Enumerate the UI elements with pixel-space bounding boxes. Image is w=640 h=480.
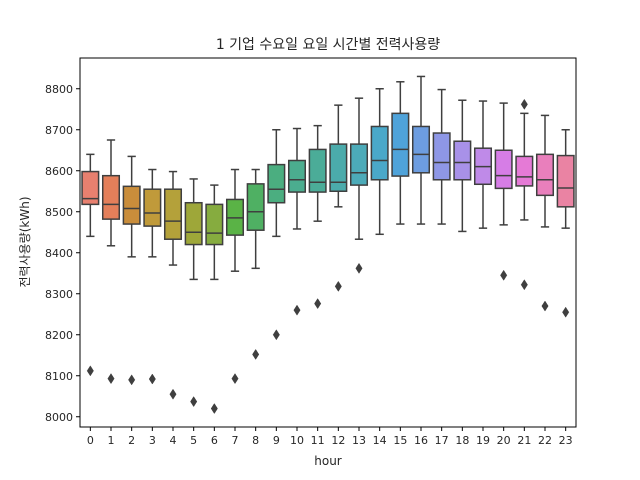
box-iqr [515, 155, 534, 187]
outlier-point [107, 373, 115, 385]
x-tick-label: 14 [373, 434, 387, 447]
x-tick-label: 1 [108, 434, 115, 447]
x-tick-label: 6 [211, 434, 218, 447]
x-tick-label: 23 [559, 434, 573, 447]
outlier-point [231, 373, 239, 385]
outlier-point [128, 374, 136, 386]
box-iqr [81, 170, 100, 206]
box-iqr [205, 203, 224, 246]
x-tick-label: 8 [252, 434, 259, 447]
x-tick-label: 13 [352, 434, 366, 447]
box-iqr [370, 125, 389, 181]
y-tick-label: 8600 [45, 165, 73, 178]
x-tick-label: 15 [393, 434, 407, 447]
y-tick-label: 8700 [45, 124, 73, 137]
box-iqr [556, 154, 575, 208]
box-iqr [246, 183, 265, 231]
y-tick-label: 8300 [45, 288, 73, 301]
box-iqr [391, 112, 410, 177]
x-tick-label: 22 [538, 434, 552, 447]
x-tick-label: 4 [170, 434, 177, 447]
x-tick-label: 9 [273, 434, 280, 447]
box-iqr [122, 185, 141, 225]
box-iqr [143, 188, 162, 227]
outlier-point [293, 304, 301, 316]
x-tick-label: 20 [497, 434, 511, 447]
outlier-point [272, 329, 280, 341]
x-tick-label: 10 [290, 434, 304, 447]
chart-title: 1 기업 수요일 요일 시간별 전력사용량 [216, 37, 440, 53]
outlier-point [169, 388, 177, 400]
x-tick-label: 16 [414, 434, 428, 447]
x-tick-label: 21 [517, 434, 531, 447]
outlier-point [355, 262, 363, 274]
box-iqr [101, 174, 121, 220]
outlier-point [520, 279, 528, 291]
outlier-point [520, 98, 528, 110]
outlier-point [562, 306, 570, 318]
outlier-point [190, 396, 198, 408]
box-iqr [535, 153, 555, 197]
y-tick-label: 8400 [45, 247, 73, 260]
outlier-point [541, 300, 549, 312]
outlier-point [210, 403, 218, 415]
box-iqr [432, 132, 451, 181]
box-iqr [349, 143, 369, 186]
box-iqr [329, 143, 348, 193]
x-tick-label: 19 [476, 434, 490, 447]
box-iqr [267, 163, 286, 204]
x-axis-title: hour [314, 454, 342, 468]
outlier-point [86, 365, 94, 377]
box-iqr [308, 148, 327, 193]
box-iqr [453, 140, 472, 181]
y-axis-title: 전력사용량(kWh) [18, 197, 32, 288]
x-tick-label: 7 [232, 434, 239, 447]
y-tick-label: 8500 [45, 206, 73, 219]
y-tick-label: 8000 [45, 411, 73, 424]
x-tick-label: 5 [190, 434, 197, 447]
box-iqr [494, 149, 513, 190]
box-iqr [287, 159, 307, 193]
x-tick-label: 17 [435, 434, 449, 447]
x-tick-label: 11 [311, 434, 325, 447]
outlier-point [252, 348, 260, 360]
y-tick-label: 8200 [45, 329, 73, 342]
x-tick-label: 12 [331, 434, 345, 447]
outlier-point [314, 298, 322, 310]
box-iqr [411, 125, 431, 174]
outlier-point [334, 280, 342, 292]
outlier-point [500, 269, 508, 281]
box-iqr [163, 188, 183, 240]
x-tick-label: 18 [455, 434, 469, 447]
x-tick-label: 3 [149, 434, 156, 447]
x-tick-label: 2 [128, 434, 135, 447]
plot-frame [79, 57, 577, 428]
y-tick-label: 8800 [45, 83, 73, 96]
box-iqr [184, 201, 203, 246]
x-tick-label: 0 [87, 434, 94, 447]
outlier-point [148, 373, 156, 385]
y-tick-label: 8100 [45, 370, 73, 383]
